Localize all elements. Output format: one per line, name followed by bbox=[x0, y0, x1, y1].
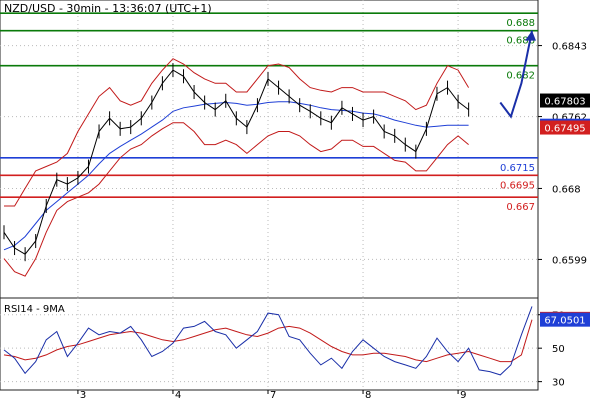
level-label: 0.682 bbox=[506, 71, 535, 82]
rsi-series bbox=[3, 306, 533, 376]
level-label: 0.6715 bbox=[500, 163, 535, 174]
rsi-title: RSI14 - 9MA bbox=[4, 304, 65, 315]
price-axis: 0.68430.67620.6680.65990.678030.675160.6… bbox=[538, 42, 590, 266]
forecast-path bbox=[499, 30, 533, 119]
price-grid bbox=[0, 0, 538, 298]
x-tick-label: 7 bbox=[270, 390, 276, 400]
rsi-ma-value-text: 67.0501 bbox=[544, 316, 585, 327]
level-label: 0.667 bbox=[506, 202, 535, 213]
x-tick-label: 3 bbox=[80, 390, 86, 400]
bollinger-price-box bbox=[540, 120, 590, 135]
rsi-tick-label: 50 bbox=[552, 344, 565, 355]
bollinger-upper-line bbox=[4, 58, 470, 207]
rsi-tick-label: 30 bbox=[552, 378, 565, 389]
bollinger-price-text: 0.67495 bbox=[544, 124, 585, 135]
rsi-line bbox=[3, 306, 533, 376]
price-panel bbox=[0, 0, 539, 299]
forecast-arrow bbox=[499, 30, 536, 119]
moving-average-line bbox=[3, 101, 469, 251]
current-price-box bbox=[540, 93, 590, 108]
price-line bbox=[3, 69, 469, 255]
rsi-axis: 70503067.529867.0501 bbox=[538, 311, 590, 389]
price-series bbox=[3, 58, 470, 277]
current-price-text: 0.67803 bbox=[544, 97, 585, 108]
level-label: 0.688 bbox=[506, 18, 535, 29]
rsi-grid bbox=[0, 298, 538, 390]
y-tick-label: 0.6762 bbox=[552, 113, 587, 124]
y-tick-label: 0.6599 bbox=[552, 255, 587, 266]
forecast-arrowhead bbox=[525, 30, 536, 41]
rsi-ma-value-box bbox=[540, 312, 590, 327]
x-tick-label: 8 bbox=[365, 390, 371, 400]
bollinger-lower-line bbox=[3, 122, 469, 277]
level-label: 0.686 bbox=[506, 36, 535, 47]
level-label: 0.6695 bbox=[500, 180, 535, 191]
x-tick-label: 9 bbox=[460, 390, 466, 400]
time-axis: 3 4 7 8 9 bbox=[77, 390, 466, 401]
rsi-ma-line bbox=[3, 319, 533, 363]
chart-title: NZD/USD - 30min - 13:36:07 (UTC+1) bbox=[4, 2, 212, 15]
x-tick-label: 4 bbox=[175, 390, 181, 400]
y-tick-label: 0.6843 bbox=[552, 42, 587, 53]
y-tick-label: 0.668 bbox=[552, 184, 581, 195]
